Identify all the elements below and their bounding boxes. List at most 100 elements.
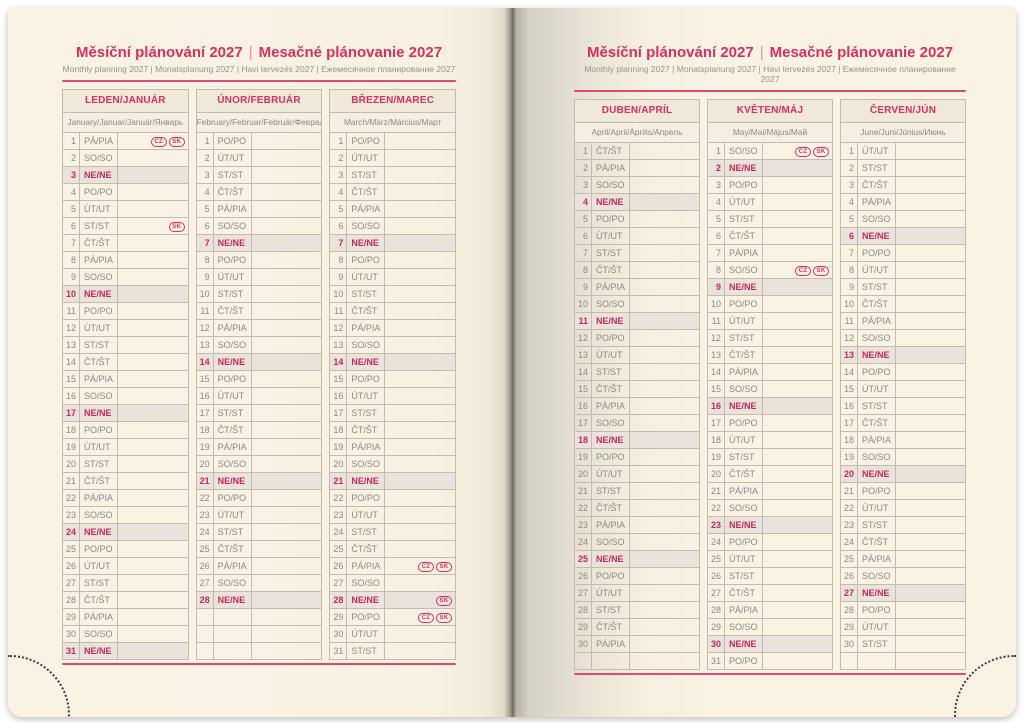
- day-row: 8 ÚT/UT: [841, 261, 965, 278]
- notes-cell: [118, 252, 188, 268]
- weekday-label: SO/SO: [725, 500, 763, 516]
- weekday-label: SO/SO: [214, 337, 252, 353]
- notes-cell: [630, 364, 699, 380]
- weekday-label: NE/NE: [725, 398, 763, 414]
- notes-cell: [118, 626, 188, 642]
- weekday-label: SO/SO: [592, 534, 630, 550]
- weekday-label: PÁ/PIA: [347, 439, 386, 455]
- day-row: 21 ČT/ŠT: [63, 472, 188, 489]
- holiday-badge-cz: CZ: [795, 266, 811, 276]
- day-number: 6: [841, 228, 858, 244]
- weekday-label: SO/SO: [858, 568, 896, 584]
- day-number: 18: [63, 422, 80, 438]
- month-calendar: BŘEZEN/MAREC March/März/Március/Март 1 PO/P…: [329, 89, 457, 660]
- weekday-label: SO/SO: [592, 415, 630, 431]
- weekday-label: ČT/ŠT: [725, 585, 763, 601]
- notes-cell: [385, 541, 455, 557]
- day-row: 4 ČT/ŠT: [330, 183, 456, 200]
- day-row: 28 PÁ/PIA: [708, 601, 832, 618]
- notes-cell: [385, 252, 455, 268]
- day-number: 12: [841, 330, 858, 346]
- notes-cell: [630, 228, 699, 244]
- day-row: 12 PO/PO: [575, 329, 699, 346]
- notes-cell: [763, 381, 832, 397]
- day-row: 20 ČT/ŠT: [708, 465, 832, 482]
- day-number: 18: [197, 422, 214, 438]
- notes-cell: [630, 262, 699, 278]
- weekday-label: NE/NE: [213, 473, 252, 489]
- weekday-label: ST/ST: [725, 568, 763, 584]
- weekday-label: PO/PO: [725, 653, 763, 669]
- notes-cell: [118, 490, 188, 506]
- day-row: 15 PO/PO: [196, 370, 322, 387]
- day-row: 7 PÁ/PIA: [708, 244, 832, 261]
- notes-cell: [118, 643, 188, 659]
- day-row: 16 ST/ST: [841, 397, 965, 414]
- day-row: 23 NE/NE: [708, 516, 832, 533]
- notes-cell: [252, 422, 322, 438]
- blank-row: [841, 652, 965, 669]
- weekday-label: SO/SO: [725, 381, 763, 397]
- day-number: 10: [575, 296, 592, 312]
- day-row: 5 ÚT/UT: [63, 200, 188, 217]
- notes-cell: [118, 541, 188, 557]
- day-number: 23: [63, 507, 80, 523]
- month-header: ÚNOR/FEBRUÁR: [195, 89, 323, 113]
- day-row: 29 PÁ/PIA: [63, 608, 188, 625]
- day-row: 2 ST/ST: [841, 159, 965, 176]
- day-number: 29: [575, 619, 592, 635]
- day-row: 16 SO/SO: [63, 387, 188, 404]
- day-number: 1: [197, 133, 214, 149]
- day-number: 24: [330, 524, 348, 540]
- weekday-label: PÁ/PIA: [347, 320, 386, 336]
- weekday-label: ÚT/UT: [80, 320, 118, 336]
- day-number: 12: [575, 330, 592, 346]
- notes-cell: [118, 371, 188, 387]
- notes-cell: [118, 235, 188, 251]
- day-number: 28: [330, 592, 348, 608]
- weekday-label: PO/PO: [80, 541, 118, 557]
- day-number: 16: [63, 388, 80, 404]
- day-row: 14 PO/PO: [841, 363, 965, 380]
- weekday-label: ČT/ŠT: [80, 354, 118, 370]
- notes-cell: [896, 602, 965, 618]
- notes-cell: [896, 568, 965, 584]
- weekday-label: ÚT/UT: [858, 381, 896, 397]
- notes-cell: [896, 466, 965, 482]
- notes-cell: [118, 167, 188, 183]
- day-number: 3: [575, 177, 592, 193]
- day-number: 14: [575, 364, 592, 380]
- weekday-label: ÚT/UT: [725, 313, 763, 329]
- day-row: 6 ÚT/UT: [575, 227, 699, 244]
- day-row: 21 ST/ST: [575, 482, 699, 499]
- day-row: 25 PO/PO: [63, 540, 188, 557]
- notes-cell: [763, 653, 832, 669]
- day-row: 15 ČT/ŠT: [575, 380, 699, 397]
- day-number: 29: [330, 609, 348, 625]
- notes-cell: CZ SK: [763, 143, 832, 159]
- day-row: 20 NE/NE: [841, 465, 965, 482]
- day-number: 30: [841, 636, 858, 652]
- day-row: 28 ST/ST: [575, 601, 699, 618]
- notes-cell: [252, 201, 322, 217]
- day-number: 5: [841, 211, 858, 227]
- notes-cell: [763, 466, 832, 482]
- notes-cell: [385, 643, 455, 659]
- notes-cell: [763, 534, 832, 550]
- notes-cell: [896, 177, 965, 193]
- day-row: 17 PO/PO: [708, 414, 832, 431]
- day-row: 19 PÁ/PIA: [330, 438, 456, 455]
- weekday-label: ST/ST: [214, 524, 252, 540]
- day-row: 27 SO/SO: [330, 574, 456, 591]
- weekday-label: ST/ST: [347, 524, 386, 540]
- weekday-label: SO/SO: [858, 330, 896, 346]
- day-row: 25 NE/NE: [575, 550, 699, 567]
- day-row: 27 NE/NE: [841, 584, 965, 601]
- day-number: 3: [63, 167, 80, 183]
- day-number: 25: [197, 541, 214, 557]
- notes-cell: [763, 194, 832, 210]
- weekday-label: NE/NE: [725, 517, 763, 533]
- day-number: 20: [330, 456, 348, 472]
- day-number: 6: [708, 228, 725, 244]
- weekday-label: PO/PO: [725, 296, 763, 312]
